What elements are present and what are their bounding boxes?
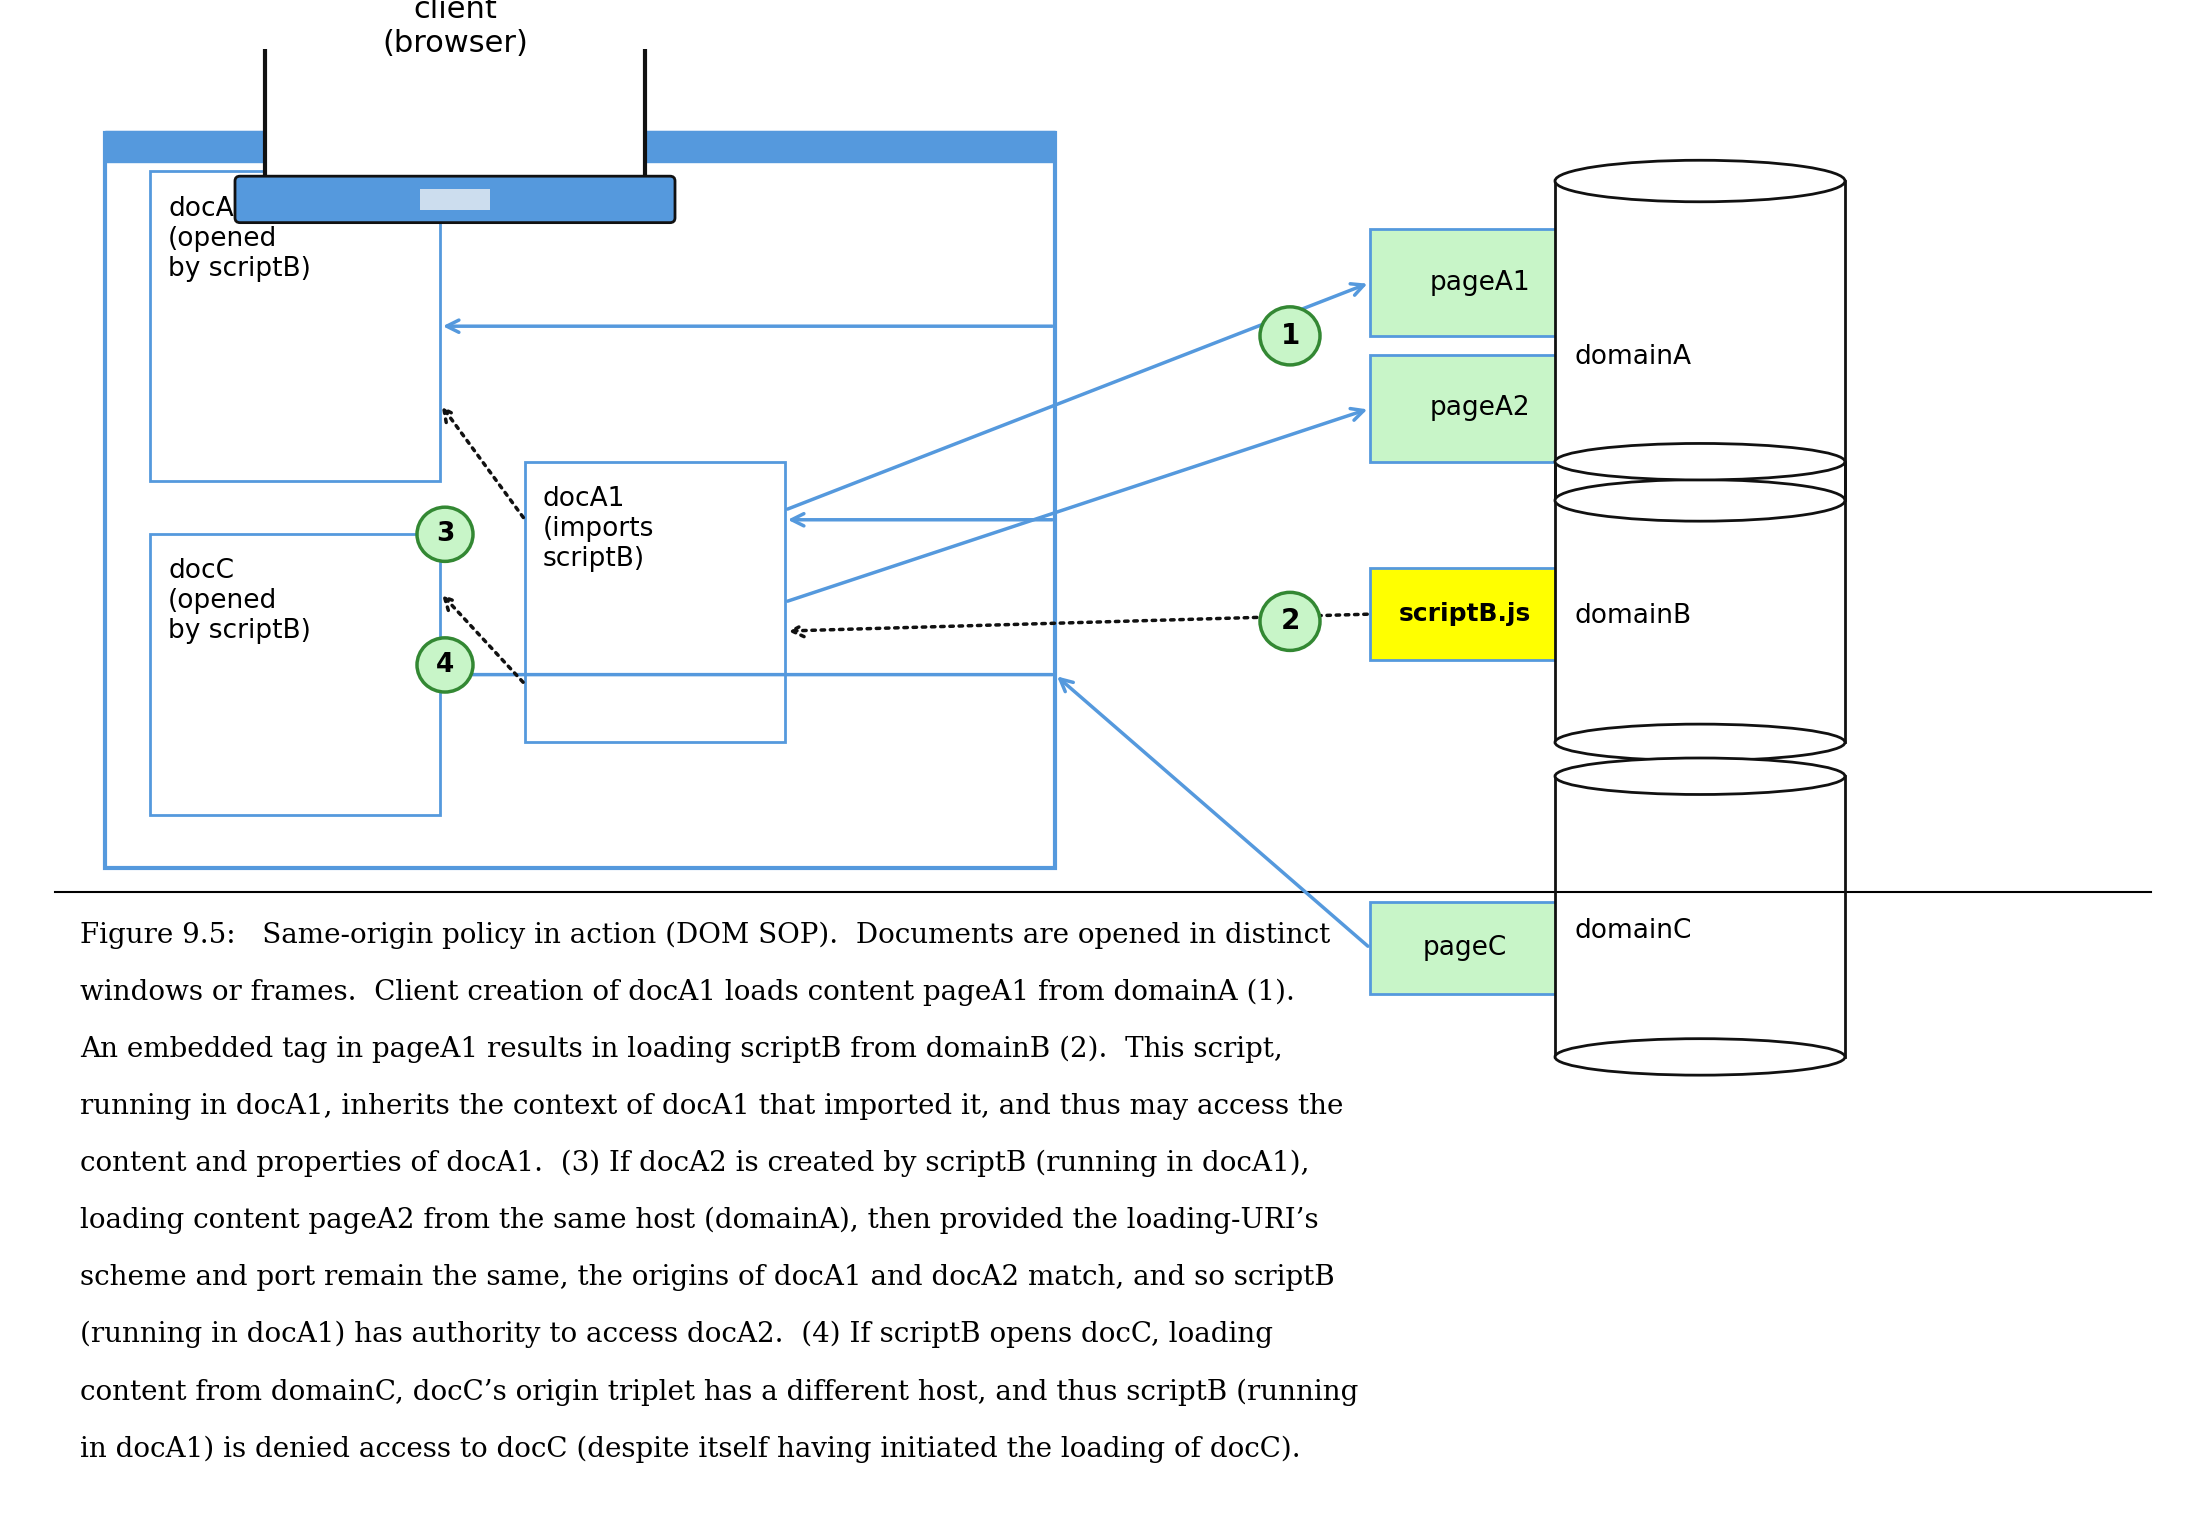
Text: domainA: domainA bbox=[1575, 344, 1692, 370]
Text: (running in docA1) has authority to access docA2.  (4) If scriptB opens docC, lo: (running in docA1) has authority to acce… bbox=[79, 1321, 1273, 1349]
FancyBboxPatch shape bbox=[150, 172, 439, 481]
Text: 4: 4 bbox=[437, 651, 454, 677]
Polygon shape bbox=[1555, 776, 1844, 1057]
Text: domainC: domainC bbox=[1575, 917, 1692, 943]
Text: docC
(opened
by scriptB): docC (opened by scriptB) bbox=[168, 559, 311, 645]
Text: An embedded tag in pageA1 results in loading scriptB from domainB (2).  This scr: An embedded tag in pageA1 results in loa… bbox=[79, 1035, 1282, 1063]
FancyBboxPatch shape bbox=[106, 132, 1054, 868]
FancyBboxPatch shape bbox=[1370, 355, 1591, 462]
Text: content and properties of docA1.  (3) If docA2 is created by scriptB (running in: content and properties of docA1. (3) If … bbox=[79, 1150, 1310, 1177]
Ellipse shape bbox=[1555, 160, 1844, 201]
Text: 2: 2 bbox=[1279, 607, 1299, 636]
Text: docA1
(imports
scriptB): docA1 (imports scriptB) bbox=[543, 485, 655, 571]
Circle shape bbox=[417, 507, 472, 561]
FancyBboxPatch shape bbox=[106, 131, 1054, 161]
Text: docA2
(opened
by scriptB): docA2 (opened by scriptB) bbox=[168, 195, 311, 281]
FancyBboxPatch shape bbox=[419, 189, 490, 210]
Text: scheme and port remain the same, the origins of docA1 and docA2 match, and so sc: scheme and port remain the same, the ori… bbox=[79, 1264, 1335, 1292]
Circle shape bbox=[1260, 307, 1319, 366]
Text: client
(browser): client (browser) bbox=[382, 0, 527, 58]
Text: windows or frames.  Client creation of docA1 loads content pageA1 from domainA (: windows or frames. Client creation of do… bbox=[79, 978, 1295, 1006]
Text: scriptB.js: scriptB.js bbox=[1399, 602, 1531, 627]
Text: pageA1: pageA1 bbox=[1429, 270, 1531, 295]
Ellipse shape bbox=[1555, 723, 1844, 760]
Polygon shape bbox=[1555, 462, 1844, 742]
Ellipse shape bbox=[1555, 1038, 1844, 1075]
FancyBboxPatch shape bbox=[150, 535, 439, 816]
Text: 1: 1 bbox=[1279, 323, 1299, 350]
Text: Figure 9.5:   Same-origin policy in action (DOM SOP).  Documents are opened in d: Figure 9.5: Same-origin policy in action… bbox=[79, 922, 1330, 949]
Text: content from domainC, docC’s origin triplet has a different host, and thus scrip: content from domainC, docC’s origin trip… bbox=[79, 1378, 1359, 1405]
Ellipse shape bbox=[1555, 757, 1844, 794]
FancyBboxPatch shape bbox=[236, 177, 675, 223]
FancyBboxPatch shape bbox=[525, 462, 785, 742]
Circle shape bbox=[1260, 593, 1319, 650]
FancyBboxPatch shape bbox=[1370, 229, 1591, 336]
FancyBboxPatch shape bbox=[1370, 568, 1560, 660]
Text: 3: 3 bbox=[437, 521, 454, 547]
Text: in docA1) is denied access to docC (despite itself having initiated the loading : in docA1) is denied access to docC (desp… bbox=[79, 1435, 1302, 1462]
Text: loading content pageA2 from the same host (domainA), then provided the loading-U: loading content pageA2 from the same hos… bbox=[79, 1207, 1319, 1235]
FancyBboxPatch shape bbox=[265, 0, 644, 181]
FancyBboxPatch shape bbox=[1370, 902, 1560, 994]
Ellipse shape bbox=[1555, 444, 1844, 479]
Ellipse shape bbox=[1555, 479, 1844, 521]
Circle shape bbox=[417, 637, 472, 693]
Text: domainB: domainB bbox=[1575, 604, 1692, 630]
Polygon shape bbox=[1555, 181, 1844, 501]
Text: pageA2: pageA2 bbox=[1429, 395, 1531, 421]
Text: running in docA1, inherits the context of docA1 that imported it, and thus may a: running in docA1, inherits the context o… bbox=[79, 1092, 1343, 1120]
Text: pageC: pageC bbox=[1423, 935, 1507, 962]
